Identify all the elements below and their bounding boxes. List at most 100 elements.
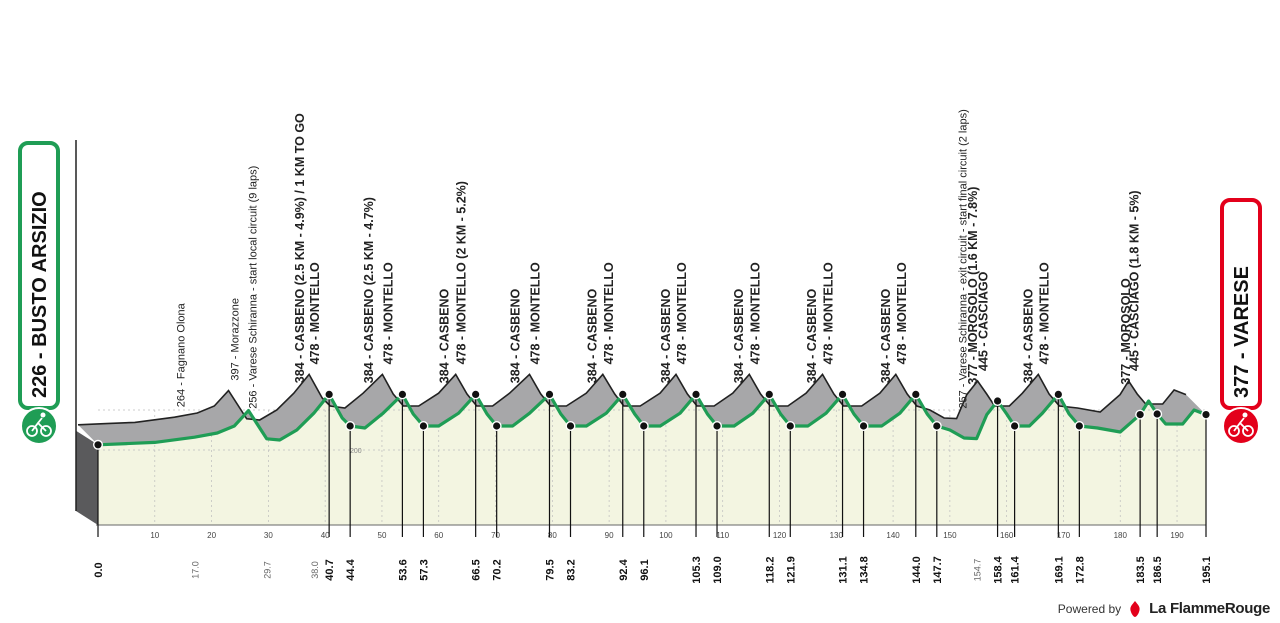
bike-frame-icon — [31, 417, 47, 432]
powered-by-text: Powered by — [1057, 601, 1122, 616]
climb-label: 478 - MONTELLO — [895, 262, 909, 364]
climb-label: 377 - MOROSOLO (1.6 KM - 7.8%) — [966, 187, 980, 385]
climb-label: 397 - Morazzone — [229, 298, 241, 381]
cyclist-icon — [1222, 407, 1260, 445]
bike-wheel-icon — [26, 425, 38, 437]
km-marker-label: 92.4 — [618, 558, 630, 580]
climb-label: 256 - Varese Schiranna - start local cir… — [248, 166, 260, 409]
flame-logo-icon — [1130, 600, 1140, 617]
profile-base-fill — [98, 394, 1206, 525]
km-marker-dot — [691, 389, 702, 400]
km-marker-dot — [1074, 421, 1085, 432]
km-tick-label: 40 — [321, 531, 330, 540]
bike-frame-icon — [1233, 417, 1249, 432]
km-marker-dot — [470, 389, 481, 400]
climb-label: 384 - CASBENO — [1021, 288, 1035, 383]
km-marker-label: 79.5 — [544, 559, 556, 580]
town-badge-label: 226 - BUSTO ARSIZIO — [29, 191, 51, 398]
km-marker-label: 195.1 — [1201, 556, 1213, 584]
km-marker-dot — [324, 389, 335, 400]
badges-layer: 226 - BUSTO ARSIZIO 377 - VARESE — [18, 141, 1262, 445]
climb-label: 478 - MONTELLO — [308, 262, 322, 364]
km-marker-label: 0.0 — [93, 562, 105, 577]
climb-label: 257 - Varese Schiranna - exit circuit - … — [958, 109, 970, 408]
km-marker-label: 158.4 — [993, 555, 1005, 583]
km-marker-dot — [345, 421, 356, 432]
climb-label: 384 - CASBENO — [732, 288, 746, 383]
km-tick-label: 60 — [434, 531, 443, 540]
km-marker-dot — [617, 389, 628, 400]
climb-label: 445 - CASCIAGO — [977, 271, 991, 371]
chart-base-layer — [98, 394, 1206, 525]
km-marker-label: 105.3 — [691, 556, 703, 584]
profile-side-wall — [76, 430, 98, 525]
km-marker-label: 183.5 — [1135, 556, 1147, 584]
km-marker-dot — [764, 389, 775, 400]
footer-credit: Powered by La FlammeRouge — [1057, 600, 1271, 617]
km-marker-label: 29.7 — [263, 561, 273, 579]
climb-label: 478 - MONTELLO — [381, 262, 395, 364]
km-marker-dot — [931, 421, 942, 432]
km-marker-dot — [1200, 409, 1211, 420]
km-marker-label: 131.1 — [838, 556, 850, 584]
km-tick-label: 160 — [1000, 531, 1014, 540]
km-tick-label: 90 — [605, 531, 614, 540]
km-marker-label: 96.1 — [639, 559, 651, 580]
climb-label: 478 - MONTELLO — [1037, 262, 1051, 364]
km-marker-dot — [565, 421, 576, 432]
km-marker-dot — [544, 389, 555, 400]
climb-label: 384 - CASBENO — [438, 288, 452, 383]
km-marker-dot — [1152, 409, 1163, 420]
km-marker-dot — [92, 439, 103, 450]
cyclist-icon — [20, 407, 58, 445]
climb-label: 384 - CASBENO — [805, 288, 819, 383]
km-marker-label: 161.4 — [1010, 555, 1022, 583]
km-marker-label: 147.7 — [932, 556, 944, 584]
km-marker-label: 172.8 — [1074, 556, 1086, 584]
km-marker-label: 169.1 — [1053, 556, 1065, 584]
km-marker-dot — [992, 396, 1003, 407]
km-marker-label: 154.7 — [973, 559, 983, 582]
km-marker-label: 17.0 — [191, 561, 201, 579]
km-marker-label: 186.5 — [1152, 556, 1164, 584]
km-marker-dot — [638, 421, 649, 432]
climb-label: 384 - CASBENO — [879, 288, 893, 383]
climb-label: 478 - MONTELLO — [675, 262, 689, 364]
km-marker-dot — [858, 421, 869, 432]
km-marker-dot — [491, 421, 502, 432]
km-tick-label: 130 — [830, 531, 844, 540]
km-marker-label: 66.5 — [471, 559, 483, 580]
km-tick-label: 10 — [150, 531, 159, 540]
route-line — [97, 392, 1207, 447]
km-marker-dot — [910, 389, 921, 400]
climb-label: 377 - MOROSOLO — [1119, 278, 1133, 385]
km-marker-dot — [1053, 389, 1064, 400]
climb-label: 384 - CASBENO — [509, 288, 523, 383]
climb-label: 384 - CASBENO — [659, 288, 673, 383]
km-marker-dot — [418, 421, 429, 432]
km-tick-label: 150 — [943, 531, 957, 540]
km-marker-dot — [397, 389, 408, 400]
profile-layer — [75, 140, 1207, 525]
km-tick-label: 30 — [264, 531, 273, 540]
km-marker-dot — [1135, 409, 1146, 420]
km-tick-label: 80 — [548, 531, 557, 540]
town-badge: 226 - BUSTO ARSIZIO — [18, 141, 60, 445]
km-marker-label: 53.6 — [397, 559, 409, 580]
km-marker-dot — [837, 389, 848, 400]
town-badge: 377 - VARESE — [1220, 198, 1262, 445]
climb-label: 478 - MONTELLO — [528, 262, 542, 364]
km-tick-label: 180 — [1114, 531, 1128, 540]
climb-label: 384 - CASBENO — [585, 288, 599, 383]
climb-label: 478 - MONTELLO — [822, 262, 836, 364]
km-marker-dot — [1009, 421, 1020, 432]
climb-label: 445 - CASCIAGO (1.8 KM - 5%) — [1128, 190, 1142, 371]
km-marker-label: 121.9 — [785, 556, 797, 584]
climb-label: 478 - MONTELLO — [602, 262, 616, 364]
km-tick-label: 50 — [378, 531, 387, 540]
km-marker-label: 70.2 — [492, 559, 504, 580]
climb-label: 264 - Fagnano Olona — [176, 302, 188, 407]
town-badge-label: 377 - VARESE — [1231, 266, 1253, 398]
altitude-tick-label: 200 — [350, 448, 362, 455]
